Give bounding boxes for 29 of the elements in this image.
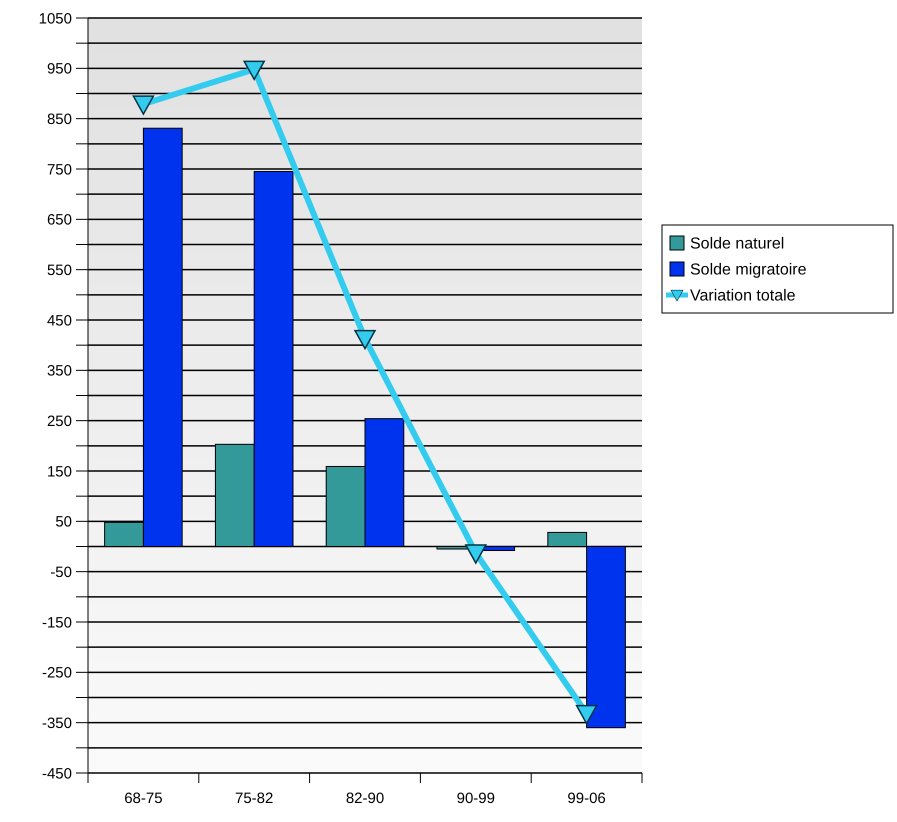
x-tick-label: 90-99 [456, 790, 495, 807]
y-tick-label: 350 [46, 362, 72, 380]
legend-label: Solde naturel [690, 236, 784, 253]
y-tick-label: 50 [55, 514, 72, 531]
y-tick-label: 850 [46, 110, 72, 128]
y-tick-label: 950 [46, 60, 72, 78]
y-tick-label: 550 [46, 262, 72, 279]
y-tick-label: -50 [50, 564, 72, 581]
y-tick-label: -450 [42, 765, 72, 782]
legend-label: Solde migratoire [690, 262, 807, 279]
x-tick-label: 82-90 [346, 790, 384, 807]
y-tick-label: -150 [42, 614, 72, 632]
x-tick-label: 75-82 [235, 790, 274, 807]
y-tick-label: 450 [46, 312, 72, 330]
y-tick-label: -350 [42, 714, 72, 732]
x-tick-label: 99-06 [567, 790, 606, 807]
point [132, 95, 154, 115]
y-tick-label: 750 [46, 161, 72, 178]
y-tick-label: 150 [46, 463, 72, 480]
y-tick-label: 250 [46, 412, 72, 430]
y-tick-label: -250 [42, 664, 72, 682]
y-tick-label: 650 [46, 212, 72, 229]
point [465, 544, 487, 564]
x-tick-label: 68-75 [124, 790, 163, 807]
point [576, 704, 598, 724]
y-tick-label: 1050 [38, 10, 72, 28]
legend-label: Variation totale [690, 288, 796, 305]
point [243, 60, 265, 80]
point [354, 330, 376, 350]
